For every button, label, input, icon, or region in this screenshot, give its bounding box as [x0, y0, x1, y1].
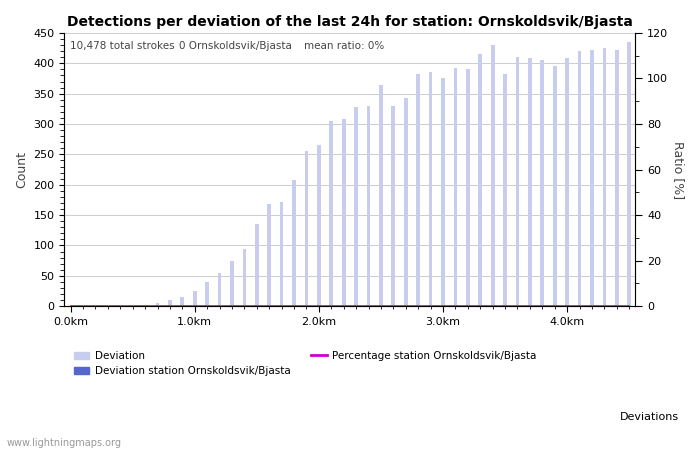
Bar	[441, 78, 445, 306]
Legend: Deviation, Deviation station Ornskoldsvik/Bjasta, Percentage station Ornskoldsvi: Deviation, Deviation station Ornskoldsvi…	[69, 347, 540, 381]
Bar	[144, 305, 147, 306]
Bar	[267, 204, 271, 306]
Bar	[603, 48, 606, 306]
Bar	[391, 106, 395, 306]
Bar	[627, 42, 631, 306]
Bar	[218, 273, 221, 306]
Bar	[578, 51, 582, 306]
Y-axis label: Ratio [%]: Ratio [%]	[672, 140, 685, 198]
Bar	[566, 58, 569, 306]
Bar	[181, 297, 184, 306]
Bar	[354, 107, 358, 306]
Bar	[280, 202, 284, 306]
Bar	[615, 50, 619, 306]
Bar	[428, 72, 433, 306]
Bar	[553, 66, 556, 306]
Bar	[255, 224, 259, 306]
Bar	[168, 300, 172, 306]
Bar	[540, 60, 544, 306]
Text: www.lightningmaps.org: www.lightningmaps.org	[7, 438, 122, 448]
Bar	[367, 106, 370, 306]
Title: Detections per deviation of the last 24h for station: Ornskoldsvik/Bjasta: Detections per deviation of the last 24h…	[67, 15, 633, 29]
Bar	[491, 45, 494, 306]
Bar	[416, 74, 420, 306]
Text: Deviations: Deviations	[620, 412, 679, 422]
Text: mean ratio: 0%: mean ratio: 0%	[304, 41, 384, 51]
Bar	[478, 54, 482, 306]
Bar	[155, 303, 160, 306]
Bar	[242, 248, 246, 306]
Bar	[528, 58, 532, 306]
Text: 10,478 total strokes: 10,478 total strokes	[70, 41, 175, 51]
Bar	[379, 85, 383, 306]
Bar	[193, 291, 197, 306]
Bar	[503, 74, 507, 306]
Bar	[466, 69, 470, 306]
Bar	[330, 121, 333, 306]
Bar	[230, 261, 234, 306]
Text: 0 Ornskoldsvik/Bjasta: 0 Ornskoldsvik/Bjasta	[178, 41, 291, 51]
Y-axis label: Count: Count	[15, 151, 28, 188]
Bar	[404, 98, 407, 306]
Bar	[205, 282, 209, 306]
Bar	[292, 180, 296, 306]
Bar	[342, 119, 346, 306]
Bar	[454, 68, 457, 306]
Bar	[516, 57, 519, 306]
Bar	[317, 145, 321, 306]
Bar	[304, 151, 308, 306]
Bar	[590, 50, 594, 306]
